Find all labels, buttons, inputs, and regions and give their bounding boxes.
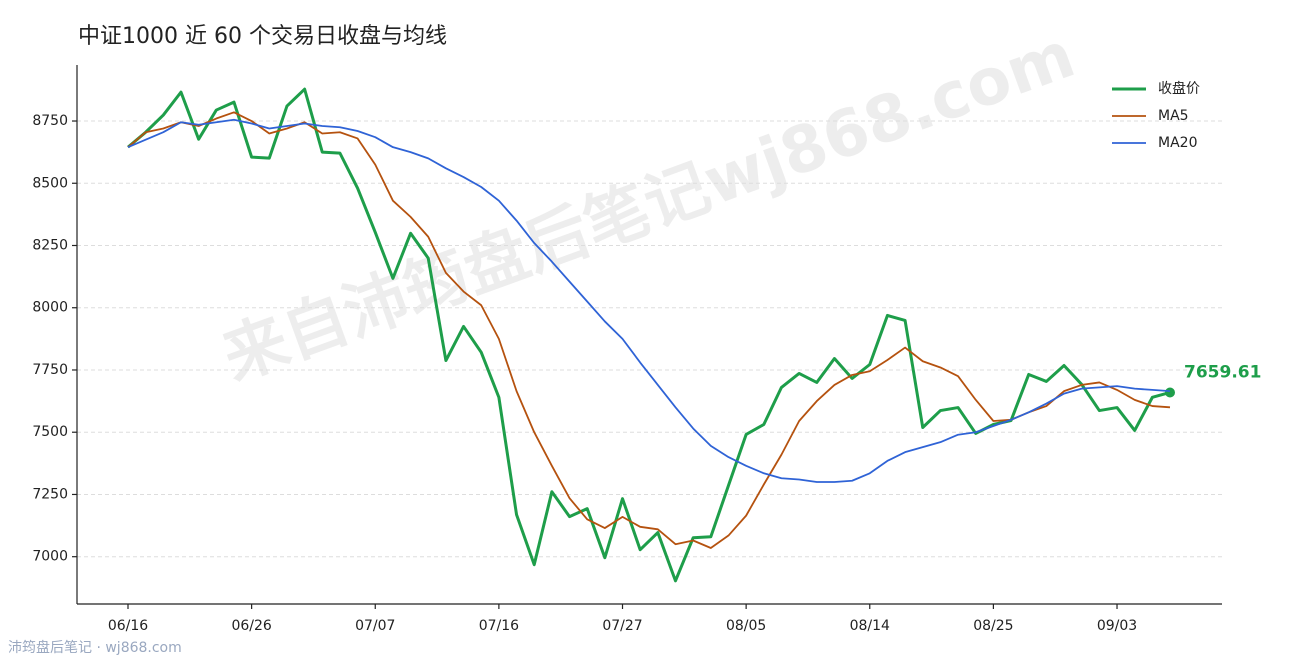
watermark: 来自沛筠盘后笔记wj868.com <box>214 18 1085 395</box>
y-tick-label: 8500 <box>32 175 68 191</box>
series-line <box>127 87 1171 583</box>
x-tick-label: 07/27 <box>602 618 642 634</box>
y-tick-label: 7500 <box>32 424 68 440</box>
legend-label: 收盘价 <box>1158 80 1200 97</box>
y-tick-label: 8000 <box>32 300 68 316</box>
y-tick-label: 8750 <box>32 113 68 129</box>
y-tick-label: 7750 <box>32 362 68 378</box>
chart-title: 中证1000 近 60 个交易日收盘与均线 <box>78 24 447 49</box>
x-tick-label: 08/05 <box>726 618 766 634</box>
x-tick-label: 06/26 <box>231 618 271 634</box>
legend-label: MA5 <box>1158 108 1189 124</box>
last-point <box>1165 387 1175 398</box>
series-line <box>127 118 1171 483</box>
x-tick-label: 07/16 <box>479 618 519 634</box>
y-tick-label: 8250 <box>32 237 68 253</box>
x-tick-label: 06/16 <box>108 618 148 634</box>
last-value-label: 7659.61 <box>1184 362 1261 382</box>
y-tick-label: 7000 <box>32 549 68 565</box>
legend-label: MA20 <box>1158 135 1197 151</box>
y-tick-label: 7250 <box>32 486 68 502</box>
x-tick-label: 08/14 <box>850 618 890 634</box>
x-tick-label: 07/07 <box>355 618 395 634</box>
x-tick-label: 08/25 <box>973 618 1013 634</box>
x-tick-label: 09/03 <box>1097 618 1137 634</box>
footer: 沛筠盘后笔记 · wj868.com <box>8 639 182 656</box>
